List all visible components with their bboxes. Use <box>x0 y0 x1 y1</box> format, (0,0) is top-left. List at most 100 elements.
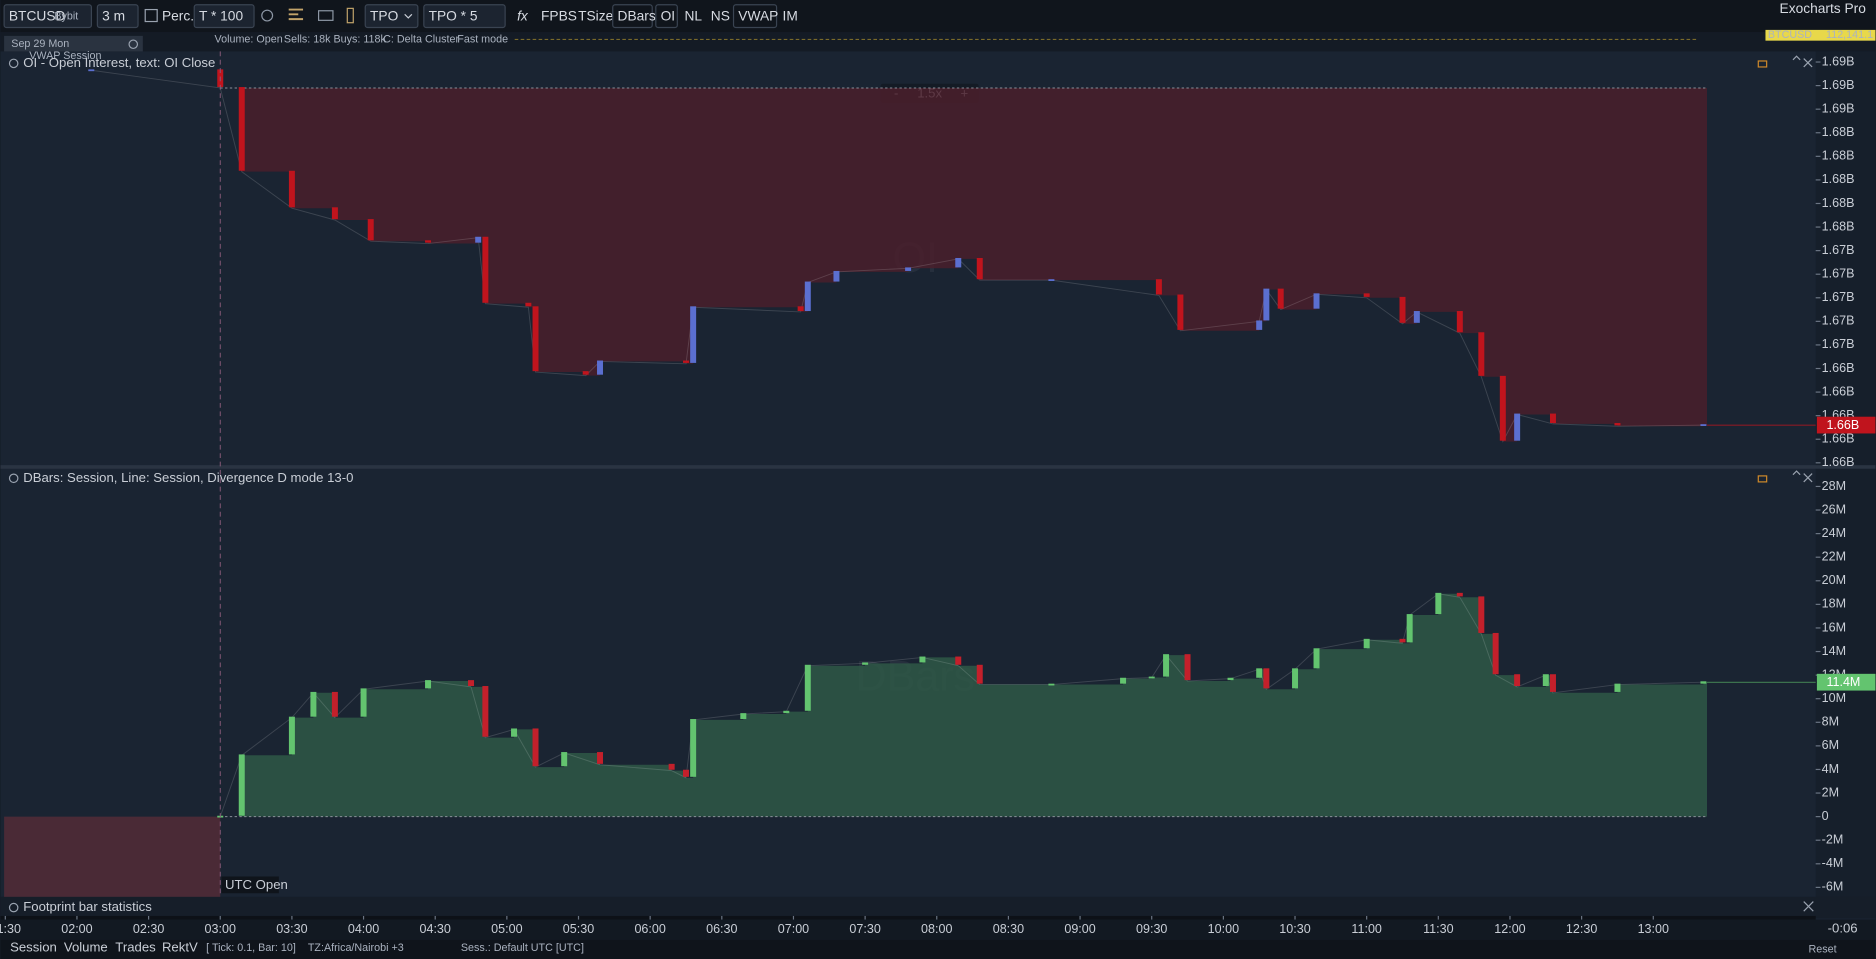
settings-icon[interactable] <box>261 9 274 22</box>
y-tick-label: 1.66B <box>1822 455 1855 469</box>
last-value-label: 1.66B <box>1826 418 1859 432</box>
toolbar-button[interactable]: TSize <box>578 8 614 23</box>
tpo-box[interactable] <box>364 4 419 29</box>
y-tick-label: 16M <box>1822 620 1846 634</box>
y-tick-label: 1.66B <box>1822 432 1855 446</box>
time-label: 11:30 <box>1423 922 1453 936</box>
toolbar-button[interactable]: OI <box>661 8 676 23</box>
candle <box>597 752 603 764</box>
footer-tab[interactable]: Session <box>10 940 57 955</box>
pane-controls[interactable] <box>1792 470 1813 483</box>
candle <box>425 680 432 689</box>
footer-tab[interactable]: Trades <box>115 940 156 955</box>
tick-multiplier[interactable]: T * 100 <box>199 8 243 23</box>
lock-icon[interactable] <box>1757 60 1768 68</box>
fx-button[interactable]: fx <box>517 8 529 23</box>
y-tick-label: 1.67B <box>1822 337 1855 351</box>
candle <box>862 662 869 665</box>
time-label: 13:00 <box>1638 922 1669 936</box>
pane-settings[interactable] <box>8 902 19 913</box>
toolbar-button[interactable]: FPBS <box>541 8 577 23</box>
time-label: 05:00 <box>491 922 522 936</box>
candle <box>1492 632 1499 675</box>
ticker: BTCUSD <box>1768 29 1812 41</box>
time-label: 02:30 <box>133 922 164 936</box>
y-tick-label: 26M <box>1822 502 1846 516</box>
countdown: -0:06 <box>1828 921 1858 936</box>
session-setting[interactable]: Sess.: Default UTC [UTC] <box>461 942 584 954</box>
pane-controls[interactable] <box>1792 55 1813 68</box>
dropdown-icon[interactable] <box>404 13 413 19</box>
y-tick-label: 24M <box>1822 526 1846 540</box>
candle <box>331 691 338 717</box>
last-value-badge <box>1816 416 1876 434</box>
checkbox[interactable] <box>144 8 158 23</box>
y-tick-label: -2M <box>1822 833 1844 847</box>
y-tick-label: 6M <box>1822 738 1839 752</box>
candle <box>482 236 489 303</box>
ticker-price: 112,141.1 <box>1826 29 1873 41</box>
pane-settings[interactable] <box>8 473 19 484</box>
mode-info: Fast mode <box>457 33 508 45</box>
tpo-multiplier[interactable]: TPO * 5 <box>429 8 478 23</box>
footer-tab[interactable]: Volume <box>64 940 108 955</box>
candle-icon[interactable] <box>346 7 354 24</box>
bars-icon[interactable] <box>288 8 304 21</box>
toolbar-button[interactable]: NS <box>711 8 730 23</box>
toolbar-button[interactable]: DBars <box>618 8 656 23</box>
last-value-label: 11.4M <box>1826 675 1860 689</box>
candle <box>288 170 295 208</box>
candle <box>1406 614 1413 643</box>
flow-info: Sells: 18k Buys: 118k <box>284 33 387 45</box>
toolbar-button[interactable]: NL <box>684 8 702 23</box>
footer-tab[interactable]: RektV <box>162 940 198 955</box>
date: Sep 29 Mon <box>11 38 69 50</box>
pane-title: DBars: Session, Line: Session, Divergenc… <box>23 470 353 485</box>
candle <box>1313 293 1320 309</box>
y-tick-label: 1.68B <box>1822 149 1855 163</box>
candle <box>1435 592 1442 615</box>
percent-toggle[interactable]: Perc. <box>162 8 194 23</box>
timeframe-box[interactable] <box>96 4 139 29</box>
candle <box>1048 683 1055 686</box>
y-tick-label: 1.66B <box>1822 361 1855 375</box>
y-tick-label: 1.67B <box>1822 290 1855 304</box>
candle <box>690 306 697 363</box>
toolbar <box>0 0 1876 33</box>
toolbar-button[interactable]: VWAP <box>738 8 778 23</box>
close-icon[interactable] <box>128 39 139 50</box>
close-pane[interactable] <box>1803 901 1814 912</box>
tick-info: [ Tick: 0.1, Bar: 10] <box>206 942 296 954</box>
y-tick-label: 1.67B <box>1822 314 1855 328</box>
time-label: 07:30 <box>849 922 880 936</box>
candle <box>1700 681 1707 684</box>
tpo-mult-box[interactable] <box>423 4 506 29</box>
time-label: 02:00 <box>61 922 92 936</box>
time-label: 04:00 <box>348 922 379 936</box>
time-label: 06:30 <box>706 922 737 936</box>
candle <box>1256 320 1263 330</box>
tick-box[interactable] <box>193 4 255 29</box>
time-label: 08:00 <box>921 922 952 936</box>
candle <box>1549 674 1556 692</box>
candle <box>1399 296 1406 323</box>
candle <box>976 257 983 280</box>
symbol[interactable]: BTCUSD <box>9 8 66 23</box>
timezone[interactable]: TZ:Africa/Nairobi +3 <box>308 942 404 954</box>
candle <box>1277 288 1284 309</box>
lock-icon[interactable] <box>1757 475 1768 483</box>
symbol-box[interactable] <box>3 4 92 29</box>
reset-button[interactable]: Reset <box>1809 943 1837 955</box>
toolbar-button[interactable]: IM <box>783 8 798 23</box>
y-tick-label: 14M <box>1822 644 1846 658</box>
candle <box>525 302 532 307</box>
time-label: 01:30 <box>0 922 21 936</box>
pane-settings[interactable] <box>8 58 19 69</box>
timeframe[interactable]: 3 m <box>102 8 125 23</box>
tpo[interactable]: TPO <box>370 8 399 23</box>
y-tick-label: 1.68B <box>1822 172 1855 186</box>
layout-icon[interactable] <box>317 10 334 21</box>
time-label: 07:00 <box>778 922 809 936</box>
